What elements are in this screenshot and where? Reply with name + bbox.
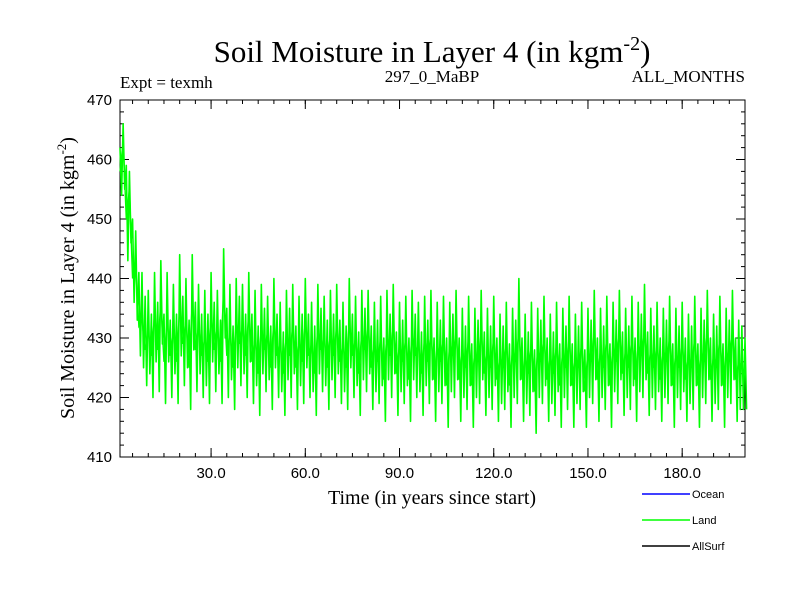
x-tick-label: 60.0: [291, 465, 320, 482]
minor-ticks: [120, 100, 745, 457]
x-tick-label: 150.0: [569, 465, 607, 482]
series-mean-land: [119, 141, 746, 392]
y-tick-label: 420: [87, 390, 112, 407]
subtitle-period: 297_0_MaBP: [385, 67, 479, 86]
x-tick-label: 90.0: [385, 465, 414, 482]
legend-label-ocean: Ocean: [692, 489, 724, 501]
series-line-land: [119, 123, 748, 434]
y-tick-label: 450: [87, 211, 112, 228]
subtitle-months: ALL_MONTHS: [632, 67, 745, 86]
x-tick-label: 180.0: [663, 465, 701, 482]
subtitle-experiment: Expt = texmh: [120, 73, 213, 92]
legend-label-allsurf: AllSurf: [692, 541, 725, 553]
x-axis-label: Time (in years since start): [328, 487, 536, 509]
plot-frame: [119, 99, 746, 458]
y-tick-label: 430: [87, 330, 112, 347]
x-axis-ticks: 30.0 60.0 90.0 120.0 150.0 180.0: [196, 100, 701, 482]
y-tick-label: 470: [87, 92, 112, 109]
x-tick-label: 30.0: [196, 465, 225, 482]
x-tick-label: 120.0: [475, 465, 513, 482]
legend: Ocean Land AllSurf: [642, 489, 725, 553]
chart-title: Soil Moisture in Layer 4 (in kgm-2): [214, 33, 651, 69]
legend-label-land: Land: [692, 515, 716, 527]
y-tick-label: 440: [87, 271, 112, 288]
y-axis-ticks: 410 420 430 440 450 460 470: [87, 92, 745, 466]
series-layer: [119, 123, 748, 434]
y-axis-label: Soil Moisture in Layer 4 (in kgm-2): [54, 137, 79, 419]
y-tick-label: 410: [87, 449, 112, 466]
y-tick-label: 460: [87, 152, 112, 169]
